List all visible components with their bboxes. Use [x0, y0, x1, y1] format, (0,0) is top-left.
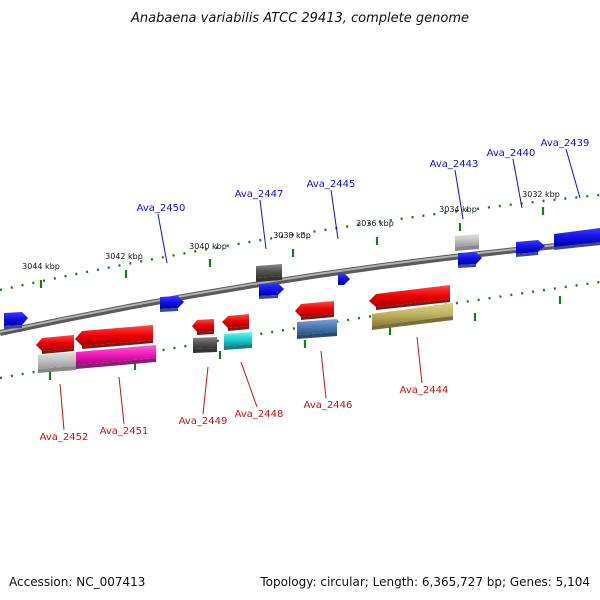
- gene-label-ava-2443[interactable]: Ava_2443: [430, 159, 479, 170]
- reverse-strand-genes: [36, 285, 450, 354]
- genome-summary-text: Topology: circular; Length: 6,365,727 bp…: [259, 575, 590, 589]
- gene-function-box: [38, 352, 76, 373]
- tick-label-3036: 3036 kbp: [356, 219, 394, 228]
- gene-label-ava-2445[interactable]: Ava_2445: [307, 179, 356, 190]
- gene-label-ava-2449[interactable]: Ava_2449: [179, 416, 228, 427]
- gene-arrow-ava-2451[interactable]: [75, 325, 153, 349]
- gene-function-box: [76, 345, 156, 369]
- upper-major-ticks: [39, 207, 545, 288]
- gene-arrow-ava-2444[interactable]: [369, 285, 450, 310]
- lower-major-ticks: [48, 296, 562, 380]
- gene-arrow-ava-2452[interactable]: [36, 335, 74, 354]
- gene-arrow-ava-2439[interactable]: [554, 228, 600, 250]
- forward-leader-lines: [157, 148, 581, 264]
- gene-label-ava-2446[interactable]: Ava_2446: [304, 400, 353, 411]
- gene-arrow-forward[interactable]: [4, 312, 28, 329]
- gene-label-ava-2448[interactable]: Ava_2448: [235, 409, 284, 420]
- gene-arrow-ava-2443[interactable]: [458, 252, 482, 268]
- tick-label-3040: 3040 kbp: [189, 242, 227, 251]
- gene-label-ava-2451[interactable]: Ava_2451: [100, 426, 149, 437]
- tick-label-3034: 3034 kbp: [439, 205, 477, 214]
- accession-text: Accession: NC_007413: [9, 575, 145, 589]
- gene-function-box: [372, 303, 453, 330]
- gene-arrow-ava-2446[interactable]: [295, 301, 334, 320]
- tick-label-3032: 3032 kbp: [522, 190, 560, 199]
- gene-function-box: [256, 264, 282, 282]
- gene-label-ava-2439[interactable]: Ava_2439: [541, 138, 590, 149]
- tick-label-3042: 3042 kbp: [105, 252, 143, 261]
- gene-label-ava-2452[interactable]: Ava_2452: [40, 432, 89, 443]
- gene-function-box: [193, 337, 217, 353]
- gene-arrow-ava-2449[interactable]: [192, 319, 214, 335]
- gene-label-ava-2444[interactable]: Ava_2444: [400, 385, 449, 396]
- reverse-leader-lines: [59, 336, 423, 431]
- forward-strand-genes: [4, 228, 600, 329]
- genome-backbone: [0, 239, 600, 336]
- gene-arrow-ava-2440[interactable]: [516, 240, 545, 257]
- map-title: Anabaena variabilis ATCC 29413, complete…: [130, 11, 469, 26]
- gene-label-ava-2447[interactable]: Ava_2447: [235, 189, 284, 200]
- tick-label-3038: 3038 kbp: [273, 231, 311, 240]
- gene-label-ava-2440[interactable]: Ava_2440: [487, 148, 536, 159]
- gene-function-box: [455, 234, 479, 251]
- gene-function-box: [224, 332, 252, 350]
- gene-function-box: [297, 319, 337, 339]
- gene-arrow-ava-2448[interactable]: [222, 314, 249, 331]
- gene-arrow-ava-2447[interactable]: [259, 283, 284, 299]
- gene-arrow-ava-2445[interactable]: [338, 273, 350, 285]
- tick-label-3044: 3044 kbp: [22, 262, 60, 271]
- gene-label-ava-2450[interactable]: Ava_2450: [137, 203, 186, 214]
- gene-arrow-ava-2450[interactable]: [160, 296, 184, 312]
